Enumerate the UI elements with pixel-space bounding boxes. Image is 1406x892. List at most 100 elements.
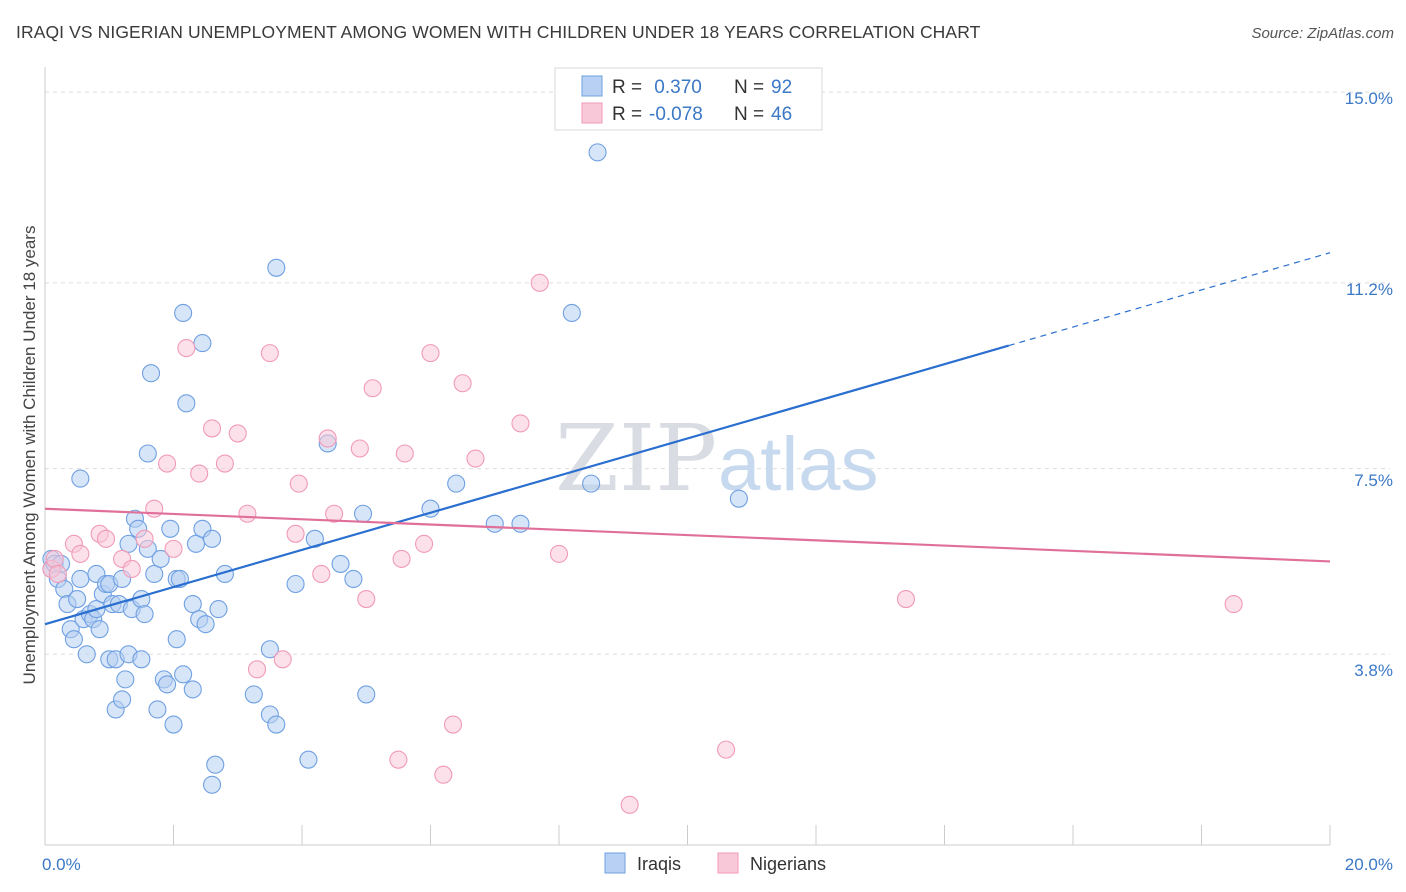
bottom-legend-iraqis: Iraqis: [637, 854, 681, 874]
nigerian-point: [122, 559, 141, 578]
nigerian-point: [415, 534, 434, 553]
nigerian-point: [158, 454, 177, 473]
nigerian-point: [466, 449, 485, 468]
iraqi-point: [183, 595, 202, 614]
iraqi-point: [177, 394, 196, 413]
nigerian-point: [363, 379, 382, 398]
bottom-legend-swatch-nigerian: [717, 852, 739, 874]
nigerian-point: [318, 429, 337, 448]
legend-swatch-nigerian: [581, 102, 603, 124]
legend-swatch-iraqi: [581, 75, 603, 97]
iraqi-point: [267, 715, 286, 734]
iraqi-point: [209, 600, 228, 619]
nigerian-trend-line: [44, 507, 1331, 563]
y-axis-label: Unemployment Among Women with Children U…: [20, 226, 39, 685]
nigerian-point: [357, 590, 376, 609]
watermark-zip: ZIP: [555, 405, 717, 512]
nigerian-point: [1224, 595, 1243, 614]
iraqi-point: [164, 715, 183, 734]
chart-title: IRAQI VS NIGERIAN UNEMPLOYMENT AMONG WOM…: [16, 22, 981, 42]
iraqi-point: [64, 630, 83, 649]
iraqi-point: [148, 700, 167, 719]
stats-legend: R = 0.370 N = 92 R = -0.078 N = 46: [554, 67, 823, 131]
nigerian-point: [620, 795, 639, 814]
nigerian-points: [42, 273, 1243, 814]
nigerian-point: [511, 414, 530, 433]
iraqi-point: [260, 640, 279, 659]
trend-lines: [44, 252, 1331, 626]
nigerian-point: [48, 564, 67, 584]
iraqi-point: [286, 574, 305, 594]
x-tick-label: 0.0%: [42, 855, 81, 874]
iraqi-point: [90, 620, 109, 639]
iraqi-point: [183, 680, 202, 699]
nigerian-point: [260, 344, 279, 363]
iraqi-point: [447, 474, 466, 493]
nigerian-point: [135, 529, 154, 548]
iraqi-point: [68, 590, 87, 609]
iraqi-point: [196, 615, 215, 634]
y-tick-label: 11.2%: [1346, 280, 1393, 299]
nigerian-point: [716, 740, 736, 759]
nigerian-point: [549, 544, 569, 563]
iraqi-point: [71, 469, 90, 488]
iraqi-point: [485, 514, 504, 533]
source-label: Source: ZipAtlas.com: [1251, 25, 1394, 42]
y-tick-label: 15.0%: [1345, 89, 1393, 108]
iraqi-point: [582, 474, 601, 493]
nigerian-point: [289, 474, 308, 493]
nigerian-point: [238, 504, 257, 523]
x-tick-label: 20.0%: [1345, 855, 1393, 874]
legend-n-label: N =: [734, 77, 764, 98]
legend-r-label: R =: [612, 77, 642, 98]
nigerian-point: [392, 549, 411, 568]
nigerian-point: [215, 454, 234, 473]
nigerian-point: [164, 539, 183, 558]
nigerian-point: [71, 544, 90, 563]
iraqi-point: [167, 630, 186, 649]
nigerian-point: [434, 765, 453, 784]
nigerian-point: [45, 549, 64, 568]
iraqi-point: [151, 549, 170, 568]
iraqi-point: [305, 529, 324, 548]
iraqi-point: [357, 685, 376, 704]
legend-n-label: N =: [734, 104, 764, 125]
gridlines: [45, 91, 1390, 655]
iraqi-point: [562, 303, 581, 323]
legend-n-value: 46: [771, 104, 792, 125]
nigerian-point: [421, 344, 440, 363]
iraqi-point: [203, 529, 222, 548]
iraqi-point: [145, 564, 164, 584]
nigerian-point: [96, 529, 116, 548]
nigerian-point: [350, 439, 369, 458]
legend-r-label: R =: [612, 104, 642, 125]
iraqi-point: [344, 569, 363, 589]
bottom-legend-swatch-iraqi: [604, 852, 626, 874]
legend-r-value: -0.078: [649, 104, 703, 125]
nigerian-point: [443, 715, 463, 734]
nigerian-point: [453, 374, 472, 393]
nigerian-point: [273, 650, 292, 669]
nigerian-point: [530, 273, 549, 292]
nigerian-point: [145, 499, 164, 518]
iraqi-point: [267, 258, 286, 277]
iraqi-point: [588, 143, 607, 162]
iraqi-point: [729, 489, 748, 508]
nigerian-point: [286, 524, 305, 543]
iraqi-trend-extension: [1008, 252, 1331, 347]
iraqi-point: [203, 775, 222, 794]
iraqi-point: [138, 444, 157, 463]
nigerian-point: [190, 464, 209, 483]
nigerian-point: [203, 419, 222, 438]
legend-n-value: 92: [771, 77, 792, 98]
iraqi-point: [119, 534, 138, 553]
iraqi-trend-line: [44, 344, 1010, 626]
iraqi-point: [193, 334, 212, 353]
iraqi-point: [113, 690, 132, 709]
iraqi-point: [331, 554, 350, 573]
iraqi-point: [77, 645, 96, 664]
iraqi-point: [158, 675, 177, 694]
legend-r-value: 0.370: [649, 77, 702, 98]
nigerian-point: [325, 504, 344, 523]
